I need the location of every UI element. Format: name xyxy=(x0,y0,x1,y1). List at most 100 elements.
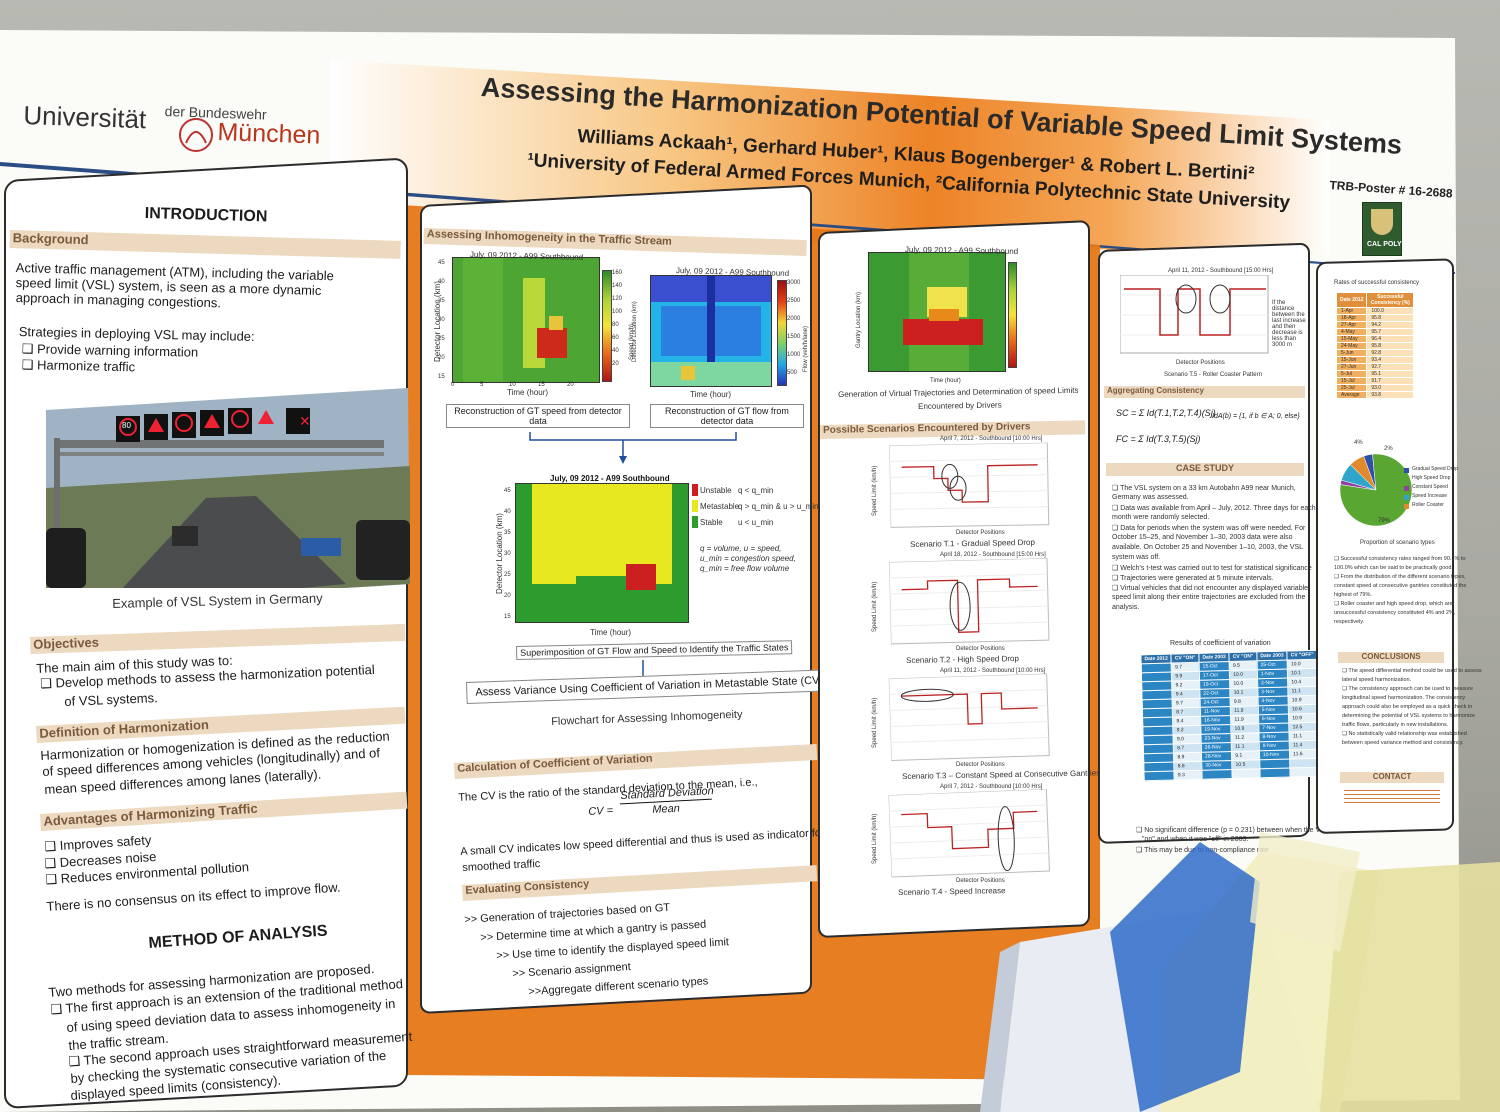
cond-metastable: q > q_min & u > u_min xyxy=(738,502,819,511)
trajectory-colorbar xyxy=(1008,262,1017,368)
vsl-sign-value: 80 xyxy=(122,421,131,430)
table-cell xyxy=(1232,768,1261,779)
conclusion-line: ❑ No statistically valid relationship wa… xyxy=(1342,731,1467,737)
table-cell: 91.7 xyxy=(1366,377,1415,385)
colorbar-tick: 40 xyxy=(612,348,619,354)
table-cell: 4-May xyxy=(1335,328,1368,336)
legend-swatch-unstable xyxy=(692,484,698,496)
colorbar-tick: 2000 xyxy=(787,316,801,322)
table-cell xyxy=(1143,770,1175,781)
scenario-plot-xlabel: Detector Positions xyxy=(956,646,1005,652)
case-finding-2: "on" and when it was "off" in 2003. xyxy=(1142,836,1249,843)
y-tick: 25 xyxy=(504,572,511,578)
legend-unstable: Unstable xyxy=(700,486,732,495)
table-row: 24-May 95.8 xyxy=(1335,342,1415,350)
scenario-plot-2 xyxy=(888,558,1050,645)
flowchart-arrow xyxy=(529,432,737,464)
definition-qmin: q_min = free flow volume xyxy=(700,564,790,573)
contact-details xyxy=(1344,790,1440,806)
colorbar-tick: 1000 xyxy=(787,352,801,358)
x-tick: 0 xyxy=(451,382,455,388)
intro-heading: INTRODUCTION xyxy=(144,205,268,226)
pie-slice xyxy=(1350,455,1377,491)
y-tick: 20 xyxy=(438,355,445,361)
conclusion-line: ❑ The speed differential method could be… xyxy=(1342,668,1482,674)
pie-legend-label: Gradual Speed Drop xyxy=(1412,466,1458,472)
pie-legend-swatch xyxy=(1404,477,1409,482)
case-study-line: ❑ The VSL system on a 33 km Autobahn A99… xyxy=(1112,485,1296,492)
roller-coaster-title: April 11, 2012 - Southbound [15:00 Hrs] xyxy=(1168,268,1274,274)
table-cell: 95.8 xyxy=(1366,342,1415,350)
scenario-plot-title: April 7, 2012 - Southbound [10:00 Hrs] xyxy=(940,436,1043,442)
scenario-plot-ylabel: Speed Limit (km/h) xyxy=(872,465,878,516)
pie-legend-swatch xyxy=(1404,504,1409,509)
pie-legend-label: Speed Increase xyxy=(1412,493,1448,499)
table-row: 5-Jun 92.8 xyxy=(1335,349,1415,357)
case-study-heading: CASE STUDY xyxy=(1106,463,1304,476)
scenario-plot-ylabel: Speed Limit (km/h) xyxy=(872,813,878,864)
flow-plot-xlabel: Time (hour) xyxy=(690,390,732,399)
university-name-left: Universität xyxy=(22,100,147,135)
scenario-plot-1 xyxy=(889,442,1050,528)
y-tick: 45 xyxy=(438,260,445,266)
flow-colorbar-label: Flow (veh/h/lane) xyxy=(803,325,809,372)
scenario-plot-ylabel: Speed Limit (km/h) xyxy=(872,697,878,748)
roller-coaster-plot xyxy=(1120,275,1269,354)
scenario-plot-3 xyxy=(888,673,1050,762)
table-row: 27-Apr 94.2 xyxy=(1335,321,1415,329)
trajectory-plot-xlabel: Time (hour) xyxy=(930,378,961,384)
case-study-line: available. On October 25 and November 1–… xyxy=(1112,544,1304,551)
table-cell: 92.8 xyxy=(1366,349,1415,357)
colorbar-tick: 2500 xyxy=(787,298,801,304)
table-cell: 93.8 xyxy=(1366,391,1415,399)
strategy-item-2: ❑ Harmonize traffic xyxy=(21,357,136,375)
speed-colorbar xyxy=(602,270,612,382)
table-cell: 100.0 xyxy=(1366,307,1415,315)
scenario-plot-xlabel: Detector Positions xyxy=(956,530,1005,536)
colorbar-tick: 120 xyxy=(612,296,623,302)
table-cell: Average xyxy=(1335,391,1368,399)
table-cell: 9.3 xyxy=(1174,770,1203,780)
case-study-line: ❑ Trajectories were generated at 5 minut… xyxy=(1112,575,1274,582)
scenario-plot-title: April 18, 2012 - Southbound [15:00 Hrs] xyxy=(940,552,1046,558)
traffic-state-heatmap xyxy=(515,483,689,623)
table-cell xyxy=(1259,767,1291,778)
table-cell: 93.4 xyxy=(1366,356,1415,364)
colorbar-tick: 1500 xyxy=(787,334,801,340)
y-tick: 20 xyxy=(504,593,511,599)
rates-table-title: Rates of successful consistency xyxy=(1334,280,1420,286)
y-tick: 35 xyxy=(504,530,511,536)
conclusion-line: lateral speed harmonization. xyxy=(1342,677,1412,683)
case-study-line: month were randomly selected. xyxy=(1112,514,1210,521)
table-header-row: Date 2012 Successful Consistency (%) xyxy=(1335,292,1415,308)
case-study-line: system was off. xyxy=(1112,554,1161,561)
scenario-plot-ylabel: Speed Limit (km/h) xyxy=(872,581,878,632)
definition-umin: u_min = congestion speed, xyxy=(700,554,796,563)
y-tick: 15 xyxy=(438,374,445,380)
table-cell: 5-Jul xyxy=(1335,370,1368,378)
pie-legend-label: Constant Speed xyxy=(1412,484,1448,490)
y-tick: 40 xyxy=(504,509,511,515)
scenario-plot-xlabel: Detector Positions xyxy=(956,762,1005,768)
scenario-pie-chart xyxy=(1339,453,1413,527)
colorbar-tick: 80 xyxy=(612,322,619,328)
contact-heading: CONTACT xyxy=(1340,772,1444,783)
case-study-line: analysis. xyxy=(1112,604,1140,611)
table-header-cell: Date 2012 xyxy=(1335,292,1368,308)
y-tick: 15 xyxy=(504,614,511,620)
table-cell: 95.8 xyxy=(1366,314,1415,322)
flow-heatmap xyxy=(650,275,772,387)
fc-formula: FC = Σ Id(T.3,T.5)(Sj) xyxy=(1116,434,1201,444)
colorbar-tick: 20 xyxy=(612,361,619,367)
rates-table: Date 2012 Successful Consistency (%) 1-Apr… xyxy=(1335,292,1415,399)
aggregating-heading: Aggregating Consistency xyxy=(1104,386,1305,398)
table-cell: 95.7 xyxy=(1366,328,1415,336)
scenario-plot-4 xyxy=(888,788,1050,878)
table-cell: 96.4 xyxy=(1366,335,1415,343)
pie-legend-label: Roller Coaster xyxy=(1412,502,1444,508)
university-crest-icon xyxy=(179,118,213,152)
table-header-cell: Successful Consistency (%) xyxy=(1366,292,1415,308)
case-study-line: speed limit along their entire trajector… xyxy=(1112,594,1306,601)
conclusion-line: ❑ The consistency approach can be used t… xyxy=(1342,686,1474,692)
